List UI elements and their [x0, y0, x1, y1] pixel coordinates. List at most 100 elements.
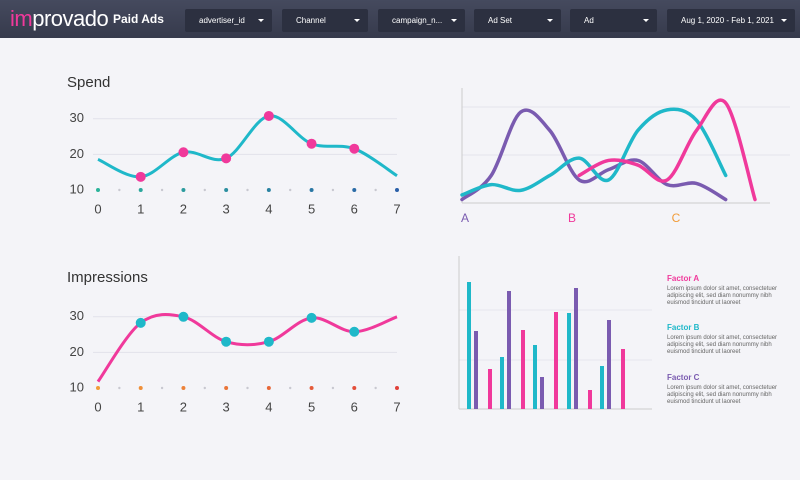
baseline-dot	[224, 188, 229, 192]
baseline-dot	[289, 188, 292, 192]
x-tick-label: 5	[308, 201, 315, 216]
bar	[488, 369, 492, 409]
x-tick-label: 0	[94, 201, 101, 216]
y-tick-label: 20	[70, 344, 84, 359]
marker	[349, 143, 360, 154]
baseline-dot	[289, 386, 292, 390]
y-tick-label: 30	[70, 308, 84, 323]
chart-title: Spend	[67, 74, 110, 91]
filter[interactable]: Ad Set	[474, 9, 561, 32]
baseline-dot	[118, 188, 121, 192]
curve	[460, 107, 728, 197]
marker	[135, 171, 146, 182]
x-tick-label: 5	[308, 399, 315, 414]
marker	[221, 153, 232, 164]
x-tick-label: 4	[265, 399, 272, 414]
x-tick-label: 7	[393, 399, 400, 414]
marker	[306, 312, 317, 323]
baseline-dot	[181, 188, 186, 192]
logo-part: im	[10, 6, 33, 31]
filter[interactable]: campaign_n...	[378, 9, 465, 32]
x-tick-label: 0	[94, 399, 101, 414]
logo-part: provado	[32, 6, 109, 31]
marker	[178, 147, 189, 158]
logo: improvado	[10, 6, 109, 32]
curve-label: B	[568, 211, 576, 225]
x-tick-label: 6	[351, 399, 358, 414]
baseline-dot	[203, 188, 206, 192]
x-tick-label: 7	[393, 201, 400, 216]
filter[interactable]: Ad	[570, 9, 657, 32]
baseline-dot	[395, 188, 399, 192]
curve	[577, 98, 757, 202]
marker	[263, 336, 274, 347]
curve	[460, 108, 728, 202]
baseline-dot	[331, 386, 335, 390]
baseline-dot	[138, 386, 143, 390]
filter[interactable]: Aug 1, 2020 - Feb 1, 2021	[667, 9, 795, 32]
x-tick-label: 6	[351, 201, 358, 216]
x-tick-label: 1	[137, 201, 144, 216]
marker	[306, 138, 317, 149]
bar	[607, 320, 611, 409]
header: improvado Paid Ads advertiser_id Channel…	[0, 0, 800, 38]
filter[interactable]: advertiser_id	[185, 9, 272, 32]
baseline-dot	[352, 386, 357, 390]
chart-title: Impressions	[67, 269, 148, 286]
x-tick-label: 4	[265, 201, 272, 216]
baseline-dot	[374, 386, 377, 390]
legend-label: Factor B	[667, 323, 700, 332]
y-tick-label: 20	[70, 146, 84, 161]
baseline-dot	[266, 188, 271, 192]
x-tick-label: 2	[180, 399, 187, 414]
bar	[507, 291, 511, 409]
x-tick-label: 2	[180, 201, 187, 216]
bar	[540, 377, 544, 409]
y-tick-label: 30	[70, 110, 84, 125]
bar	[467, 282, 471, 409]
bar	[521, 330, 525, 409]
bar	[588, 390, 592, 409]
baseline-dot	[118, 386, 121, 390]
y-tick-label: 10	[70, 181, 84, 196]
legend-description: Lorem ipsum dolor sit amet, consectetuer…	[667, 335, 778, 355]
baseline-dot	[96, 188, 100, 192]
marker	[263, 110, 274, 121]
bar	[574, 288, 578, 409]
marker	[221, 336, 232, 347]
baseline-dot	[309, 386, 314, 390]
page-title: Paid Ads	[113, 12, 164, 26]
filter[interactable]: Channel	[282, 9, 368, 32]
curve-label: C	[672, 211, 681, 225]
marker	[135, 317, 146, 328]
baseline-dot	[331, 188, 335, 192]
baseline-dot	[309, 188, 314, 192]
legend-label: Factor C	[667, 373, 700, 382]
baseline-dot	[395, 386, 399, 390]
baseline-dot	[203, 386, 206, 390]
curve-label: A	[461, 211, 469, 225]
bar	[567, 313, 571, 409]
x-tick-label: 1	[137, 399, 144, 414]
bar	[500, 357, 504, 409]
baseline-dot	[96, 386, 100, 390]
marker	[178, 311, 189, 322]
bar	[600, 366, 604, 409]
marker	[349, 326, 360, 337]
baseline-dot	[374, 188, 377, 192]
legend-label: Factor A	[667, 274, 699, 283]
bar	[621, 349, 625, 409]
baseline-dot	[160, 386, 164, 390]
baseline-dot	[266, 386, 271, 390]
legend-description: Lorem ipsum dolor sit amet, consectetuer…	[667, 286, 778, 306]
baseline-dot	[246, 188, 249, 192]
bar	[533, 345, 537, 409]
baseline-dot	[224, 386, 229, 390]
x-tick-label: 3	[223, 201, 230, 216]
bar	[554, 312, 558, 409]
baseline-dot	[160, 188, 164, 192]
legend-description: Lorem ipsum dolor sit amet, consectetuer…	[667, 385, 778, 405]
bar	[474, 331, 478, 409]
y-tick-label: 10	[70, 379, 84, 394]
